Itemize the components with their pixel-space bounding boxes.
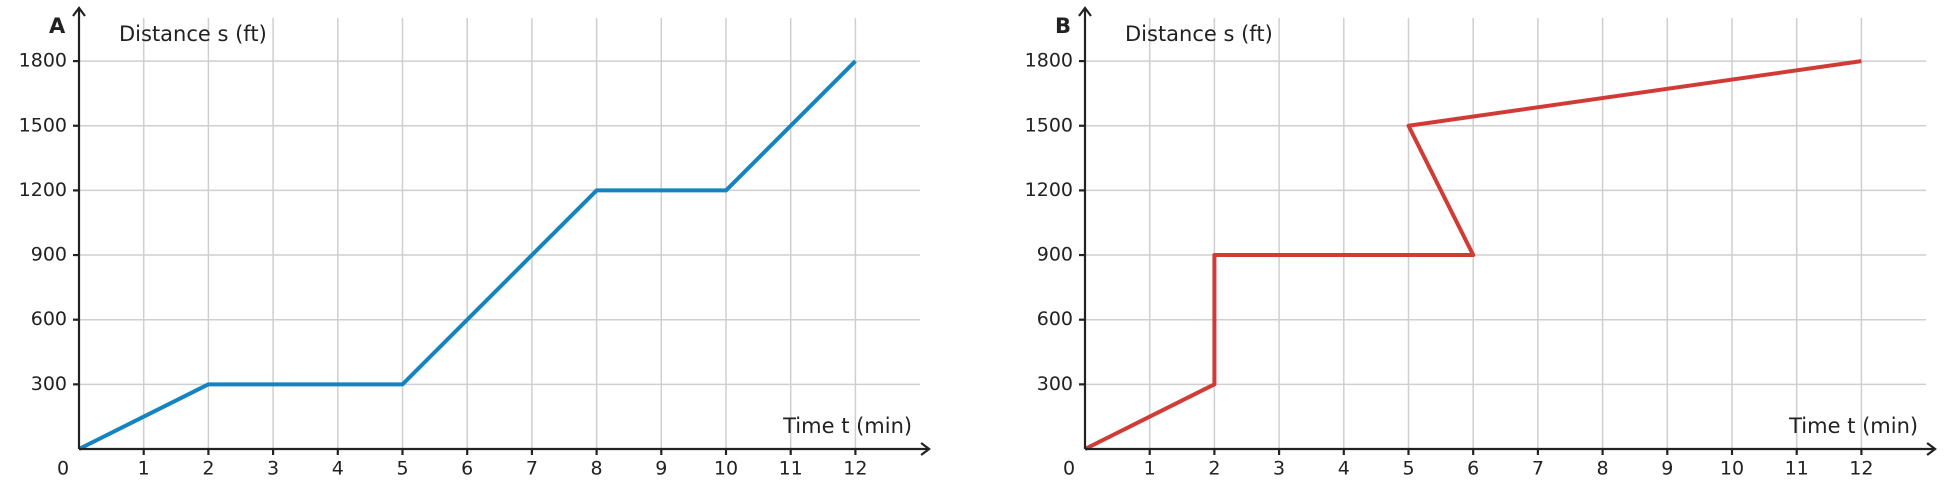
y-tick-label: 1800 <box>19 50 67 72</box>
x-tick-label: 7 <box>1532 458 1544 480</box>
data-line <box>78 59 857 451</box>
panel-label: B <box>1055 14 1071 38</box>
x-tick-label: 3 <box>267 458 279 480</box>
y-axis-title: Distance s (ft) <box>1125 22 1273 46</box>
y-tick-label: 1500 <box>19 114 67 136</box>
y-tick-label: 900 <box>1037 244 1073 266</box>
x-tick-label: 9 <box>655 458 667 480</box>
x-tick-label: 11 <box>779 458 803 480</box>
x-tick-label: 2 <box>202 458 214 480</box>
x-tick-label: 12 <box>1849 458 1873 480</box>
x-tick-label: 0 <box>57 458 69 480</box>
y-tick-label: 1800 <box>1025 50 1073 72</box>
x-tick-label: 10 <box>714 458 738 480</box>
x-tick-label: 6 <box>461 458 473 480</box>
x-tick-label: 9 <box>1661 458 1673 480</box>
x-tick-label: 5 <box>396 458 408 480</box>
y-tick-label: 900 <box>31 244 67 266</box>
x-tick-label: 5 <box>1402 458 1414 480</box>
y-axis-title: Distance s (ft) <box>119 22 267 46</box>
y-tick-label: 300 <box>31 373 67 395</box>
x-tick-label: 12 <box>843 458 867 480</box>
x-tick-label: 3 <box>1273 458 1285 480</box>
data-line <box>1084 59 1862 451</box>
x-axis-arrow <box>1926 442 1937 456</box>
y-tick-label: 1500 <box>1025 114 1073 136</box>
x-tick-label: 2 <box>1208 458 1220 480</box>
x-axis-title: Time t (min) <box>782 414 912 438</box>
x-tick-label: 1 <box>1144 458 1156 480</box>
x-tick-label: 7 <box>526 458 538 480</box>
y-tick-label: 1200 <box>19 179 67 201</box>
x-axis-arrow <box>920 442 931 456</box>
x-tick-label: 4 <box>1338 458 1350 480</box>
x-tick-label: 6 <box>1467 458 1479 480</box>
x-tick-label: 1 <box>138 458 150 480</box>
y-axis-arrow <box>72 6 86 17</box>
panel-label: A <box>49 14 66 38</box>
x-tick-label: 4 <box>332 458 344 480</box>
y-tick-label: 300 <box>1037 373 1073 395</box>
x-tick-label: 10 <box>1720 458 1744 480</box>
x-tick-label: 8 <box>1597 458 1609 480</box>
y-tick-label: 600 <box>1037 308 1073 330</box>
x-tick-label: 8 <box>591 458 603 480</box>
y-tick-label: 1200 <box>1025 179 1073 201</box>
y-tick-label: 600 <box>31 308 67 330</box>
x-axis-title: Time t (min) <box>1788 414 1918 438</box>
x-tick-label: 0 <box>1063 458 1075 480</box>
x-tick-label: 11 <box>1785 458 1809 480</box>
y-axis-arrow <box>1078 6 1092 17</box>
